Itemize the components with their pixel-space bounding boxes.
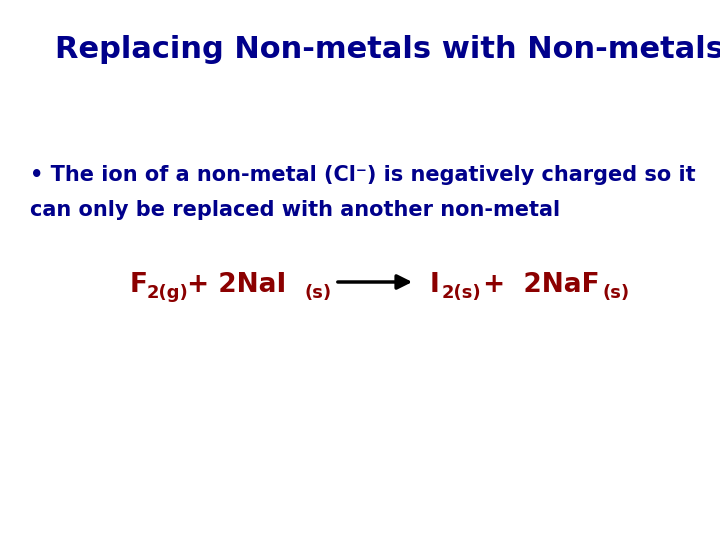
Text: I: I [430,272,440,298]
Text: (s): (s) [305,284,332,302]
Text: Replacing Non-metals with Non-metals: Replacing Non-metals with Non-metals [55,35,720,64]
Text: F: F [130,272,148,298]
Text: + 2NaI: + 2NaI [178,272,287,298]
Text: (s): (s) [602,284,629,302]
Text: 2(s): 2(s) [442,284,482,302]
Text: +  2NaF: + 2NaF [474,272,600,298]
Text: • The ion of a non-metal (Cl⁻) is negatively charged so it: • The ion of a non-metal (Cl⁻) is negati… [30,165,696,185]
Text: 2(g): 2(g) [147,284,189,302]
Text: can only be replaced with another non-metal: can only be replaced with another non-me… [30,200,560,220]
